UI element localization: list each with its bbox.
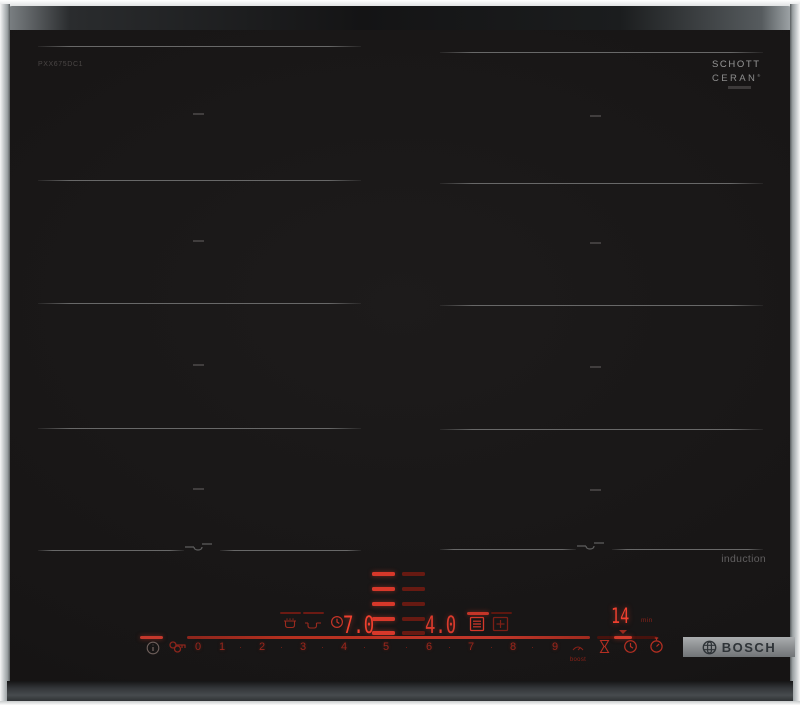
induction-label: induction bbox=[721, 553, 766, 565]
boost-label: boost bbox=[569, 657, 587, 663]
bottom-steel-trim bbox=[7, 681, 793, 702]
stopwatch-icon[interactable] bbox=[649, 637, 664, 654]
zone-center-mark bbox=[193, 240, 204, 242]
bosch-wordmark: BOSCH bbox=[721, 639, 777, 655]
slider-level-1[interactable]: 1 bbox=[219, 641, 226, 653]
sensor-overline bbox=[280, 612, 301, 614]
timer-track-active bbox=[614, 636, 632, 639]
zone-line bbox=[38, 303, 361, 304]
zone-line bbox=[38, 46, 361, 47]
left-zone-power-display[interactable]: 7.0 bbox=[343, 611, 375, 639]
bosch-badge: BOSCH bbox=[683, 637, 795, 657]
timer-unit-label: min bbox=[641, 617, 653, 624]
zone-overline-active bbox=[467, 612, 489, 615]
track-segment-left[interactable] bbox=[140, 636, 163, 639]
slider-level-7[interactable]: 7 bbox=[468, 641, 475, 653]
zone-line bbox=[440, 429, 763, 430]
schott-text: SCHOTT bbox=[712, 59, 761, 70]
pan-profile-icon bbox=[577, 542, 604, 550]
slider-dot: · bbox=[280, 642, 283, 652]
sensor-overline bbox=[303, 612, 324, 614]
timer-selector-arrow bbox=[619, 630, 627, 634]
zone-line bbox=[440, 549, 576, 550]
zone-center-mark bbox=[590, 242, 601, 244]
boost-button[interactable]: boost bbox=[564, 638, 592, 663]
zone-line bbox=[220, 550, 361, 551]
zone-line bbox=[38, 180, 361, 181]
zone-center-mark bbox=[590, 115, 601, 117]
glass-surface bbox=[9, 30, 791, 683]
zone-center-mark bbox=[590, 366, 601, 368]
zone-overline bbox=[491, 612, 512, 614]
info-icon[interactable] bbox=[146, 641, 160, 655]
zone-line bbox=[440, 52, 763, 53]
top-edge-highlight bbox=[0, 0, 800, 8]
ceran-text: CERAN® bbox=[712, 73, 761, 85]
slider-level-4[interactable]: 4 bbox=[341, 641, 348, 653]
cooking-timer-clock-icon[interactable] bbox=[623, 639, 638, 654]
boost-icon bbox=[572, 646, 584, 651]
timer-display[interactable]: 14 bbox=[611, 604, 630, 628]
pan-profile-icon bbox=[185, 543, 212, 551]
registered-mark: ® bbox=[757, 73, 761, 78]
child-lock-key-icon[interactable] bbox=[168, 639, 188, 655]
zone-link-icon[interactable] bbox=[492, 616, 509, 632]
slider-level-2[interactable]: 2 bbox=[259, 641, 266, 653]
slider-level-9[interactable]: 9 bbox=[552, 641, 559, 653]
zone-line bbox=[612, 549, 763, 550]
model-number: PXX675DC1 bbox=[38, 61, 84, 68]
bottom-edge-highlight bbox=[0, 701, 800, 705]
top-steel-trim bbox=[7, 6, 793, 32]
short-term-timer-hourglass-icon[interactable] bbox=[598, 639, 611, 654]
schott-ceran-logo: SCHOTT CERAN® bbox=[712, 59, 761, 85]
slider-level-3[interactable]: 3 bbox=[300, 641, 307, 653]
ceran-microtext bbox=[728, 86, 751, 89]
slider-level-5[interactable]: 5 bbox=[383, 641, 390, 653]
slider-dot: · bbox=[321, 642, 324, 652]
slider-dot: · bbox=[363, 642, 366, 652]
zone-line bbox=[440, 183, 763, 184]
zone-center-mark bbox=[193, 488, 204, 490]
slider-dot: · bbox=[448, 642, 451, 652]
frying-sensor-icon[interactable] bbox=[282, 617, 298, 630]
right-zone-power-display[interactable]: 4.0 bbox=[425, 611, 457, 639]
slider-level-0[interactable]: 0 bbox=[195, 641, 202, 653]
slider-level-6[interactable]: 6 bbox=[426, 641, 433, 653]
zone-line bbox=[38, 428, 361, 429]
slider-dot: · bbox=[490, 642, 493, 652]
zone-line bbox=[38, 550, 184, 551]
zone-center-mark bbox=[193, 113, 204, 115]
slider-dot: · bbox=[531, 642, 534, 652]
bosch-logo-icon bbox=[702, 640, 717, 654]
slider-dot: · bbox=[239, 642, 242, 652]
pan-move-icon[interactable] bbox=[303, 618, 323, 630]
slider-dot: · bbox=[405, 642, 408, 652]
power-slider-track[interactable] bbox=[187, 636, 590, 639]
right-edge-trim bbox=[790, 4, 800, 702]
left-edge-trim bbox=[0, 4, 10, 702]
timer-clock-small-icon[interactable] bbox=[330, 615, 344, 629]
zone-center-mark bbox=[193, 364, 204, 366]
slider-level-8[interactable]: 8 bbox=[510, 641, 517, 653]
zone-center-mark bbox=[590, 489, 601, 491]
zone-select-icon[interactable] bbox=[469, 616, 485, 632]
zone-line bbox=[440, 305, 763, 306]
